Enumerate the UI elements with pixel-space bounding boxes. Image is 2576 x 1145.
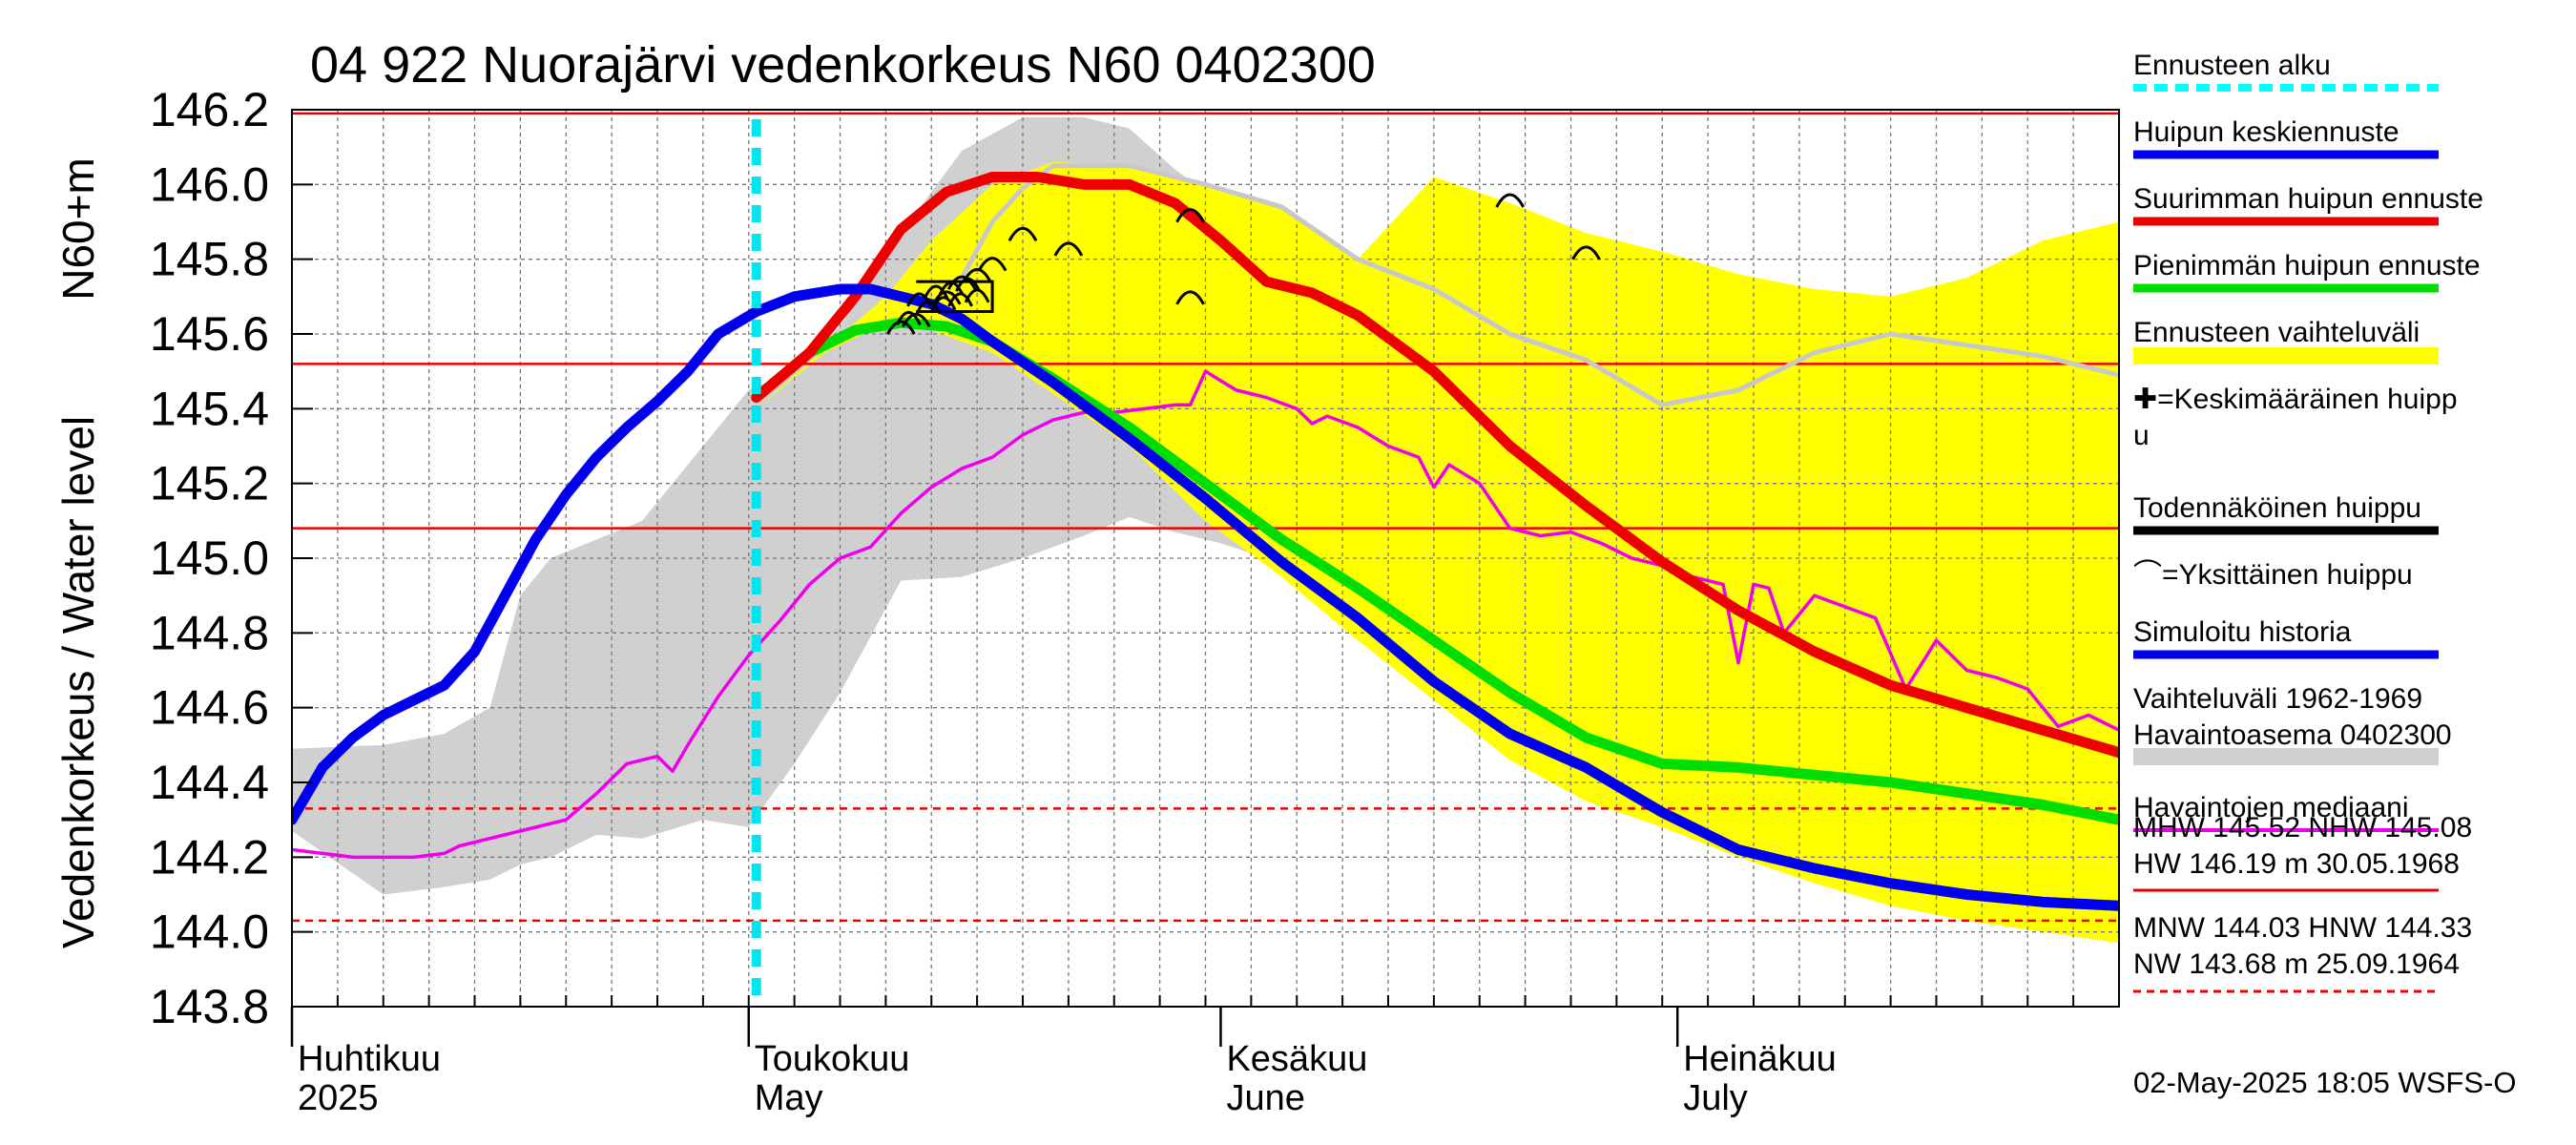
single-peak-marker bbox=[931, 290, 962, 305]
single-peak-marker bbox=[1495, 193, 1525, 208]
single-peak-marker bbox=[946, 275, 977, 290]
chart-title: 04 922 Nuorajärvi vedenkorkeus N60 04023… bbox=[310, 36, 1376, 94]
stats-line-3: MNW 144.03 HNW 144.33 bbox=[2133, 912, 2472, 944]
median-observations-line bbox=[292, 369, 2119, 860]
legend: Ennusteen alku Huipun keskiennuste Suurimm… bbox=[2133, 50, 2483, 832]
legend-label: Ennusteen vaihteluväli bbox=[2133, 317, 2420, 348]
single-peak-marker bbox=[886, 320, 916, 335]
range-bands bbox=[292, 116, 2119, 944]
y-tick-label: 143.8 bbox=[150, 980, 269, 1033]
single-peak-marker bbox=[947, 292, 973, 307]
simulated-history-line bbox=[959, 163, 2119, 407]
legend-label: Ennusteen alku bbox=[2133, 50, 2331, 81]
y-tick-label: 145.6 bbox=[150, 307, 269, 361]
x-month-label: Huhtikuu bbox=[298, 1039, 441, 1079]
legend-label-continued: Havaintoasema 0402300 bbox=[2133, 719, 2452, 751]
single-peak-marker bbox=[964, 288, 990, 303]
single-peak-marker bbox=[955, 277, 981, 292]
probable-peak-marker bbox=[916, 280, 994, 313]
y-tick-label: 146.0 bbox=[150, 157, 269, 211]
stats-line-2: HW 146.19 m 30.05.1968 bbox=[2133, 848, 2460, 880]
single-peak-marker bbox=[1175, 290, 1205, 305]
legend-label: Huipun keskiennuste bbox=[2133, 116, 2399, 148]
x-month-sublabel: 2025 bbox=[298, 1078, 379, 1118]
statistics-box: MHW 145.52 NHW 145.08 HW 146.19 m 30.05.… bbox=[2133, 812, 2472, 993]
single-peak-marker bbox=[1053, 241, 1084, 257]
y-tick-label: 144.2 bbox=[150, 830, 269, 884]
x-month-label: Toukokuu bbox=[755, 1039, 910, 1079]
single-peak-marker bbox=[901, 312, 931, 328]
x-month-sublabel: July bbox=[1683, 1078, 1748, 1118]
legend-label: Todennäköinen huippu bbox=[2133, 492, 2421, 524]
y-axis-label: Vedenkorkeus / Water level bbox=[53, 416, 103, 948]
legend-label-continued: u bbox=[2133, 420, 2150, 451]
legend-label: Simuloitu historia bbox=[2133, 616, 2352, 648]
grid-lines bbox=[292, 110, 2119, 1007]
legend-sample bbox=[2133, 748, 2439, 765]
y-tick-label: 145.0 bbox=[150, 531, 269, 585]
y-tick-label: 144.8 bbox=[150, 606, 269, 659]
stats-line-4: NW 143.68 m 25.09.1964 bbox=[2133, 948, 2460, 980]
legend-label: Pienimmän huipun ennuste bbox=[2133, 250, 2481, 281]
single-peak-marker bbox=[977, 257, 1008, 272]
plot-area bbox=[292, 110, 2119, 1007]
reference-lines bbox=[292, 112, 2119, 923]
y-tick-label: 144.4 bbox=[150, 756, 269, 809]
single-peak-marker bbox=[1175, 208, 1205, 223]
y-axis-ticks: 146.2 146.0 145.8 145.6 145.4 145.2 145.0 144.8… bbox=[150, 83, 313, 1033]
single-peak-marker bbox=[895, 310, 922, 326]
single-peak-marker bbox=[1008, 226, 1038, 241]
timestamp: 02-May-2025 18:05 WSFS-O bbox=[2133, 1066, 2516, 1099]
y-axis-unit-label: N60+m bbox=[53, 157, 103, 301]
stats-line-1: MHW 145.52 NHW 145.08 bbox=[2133, 812, 2472, 843]
x-month-sublabel: June bbox=[1226, 1078, 1304, 1118]
max-peak-forecast-line bbox=[751, 172, 2119, 759]
y-tick-label: 146.2 bbox=[150, 83, 269, 136]
legend-label: Havaintojen mediaani bbox=[2133, 792, 2409, 823]
y-tick-label: 144.6 bbox=[150, 681, 269, 735]
legend-label: Suurimman huipun ennuste bbox=[2133, 183, 2483, 215]
legend-sample bbox=[2133, 347, 2439, 364]
y-tick-label: 145.2 bbox=[150, 457, 269, 510]
single-peak-marker bbox=[923, 284, 949, 300]
single-peak-marker bbox=[1571, 245, 1601, 260]
x-month-label: Heinäkuu bbox=[1683, 1039, 1837, 1079]
legend-label: ⌒=Yksittäinen huippu bbox=[2133, 559, 2413, 591]
mean-peak-forecast-line bbox=[292, 283, 2119, 911]
legend-label: Vaihteluväli 1962-1969 bbox=[2133, 683, 2422, 715]
y-tick-label: 145.8 bbox=[150, 233, 269, 286]
x-month-label: Kesäkuu bbox=[1226, 1039, 1367, 1079]
single-peak-markers bbox=[886, 193, 1601, 335]
legend-label: ✚=Keskimääräinen huipp bbox=[2133, 384, 2458, 415]
single-peak-marker bbox=[915, 300, 942, 315]
single-peak-marker bbox=[930, 296, 957, 311]
min-peak-forecast-line bbox=[751, 317, 2119, 825]
series-lines bbox=[292, 163, 2119, 911]
y-tick-label: 145.4 bbox=[150, 382, 269, 435]
y-tick-label: 144.0 bbox=[150, 906, 269, 959]
x-month-sublabel: May bbox=[755, 1078, 823, 1118]
band-forecast-range bbox=[756, 161, 2119, 944]
